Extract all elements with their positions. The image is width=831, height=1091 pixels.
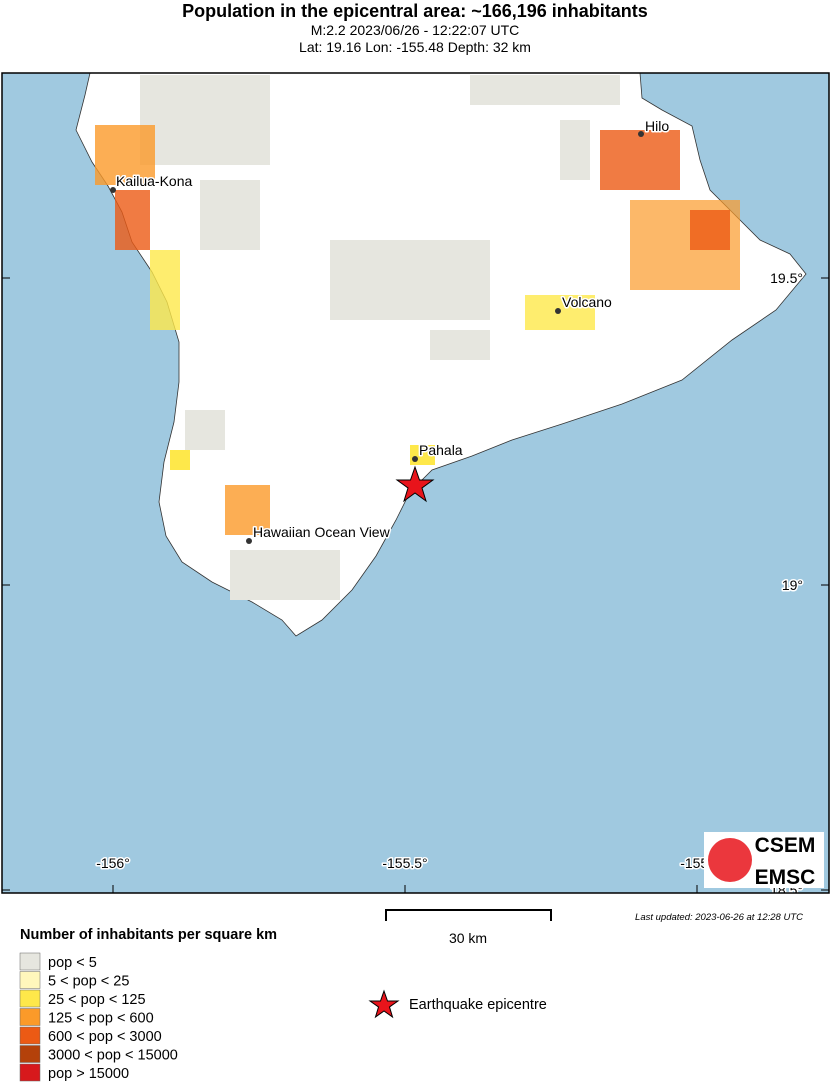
subtitle: Lat: 19.16 Lon: -155.48 Depth: 32 km bbox=[299, 39, 531, 55]
legend-title: Number of inhabitants per square km bbox=[20, 927, 277, 943]
place-dot bbox=[246, 538, 252, 544]
lat-label: 19.5° bbox=[770, 270, 803, 286]
place-dot bbox=[412, 456, 418, 462]
legend-swatch bbox=[19, 1008, 41, 1026]
legend-star bbox=[368, 989, 400, 1019]
title: Population in the epicentral area: ~166,… bbox=[182, 1, 648, 21]
graticule-ticks bbox=[2, 277, 829, 893]
legend-swatch bbox=[19, 971, 41, 989]
epicentre-star bbox=[395, 465, 435, 503]
legend-label: 3000 < pop < 15000 bbox=[48, 1048, 178, 1064]
legend-label: pop > 15000 bbox=[48, 1066, 129, 1082]
low-population bbox=[140, 75, 620, 600]
scale-bar bbox=[385, 909, 552, 921]
place-label: Volcano bbox=[562, 294, 612, 310]
scale-label: 30 km bbox=[449, 930, 487, 946]
legend: pop < 5 5 < pop < 25 25 < pop < 125 125 < p… bbox=[19, 952, 178, 1082]
legend-label: 5 < pop < 25 bbox=[48, 974, 129, 990]
map-area: Hilo Kailua-Kona Volcano Pahala Hawaiian Oce… bbox=[2, 73, 829, 893]
legend-swatch bbox=[19, 1026, 41, 1045]
logo-text: EMSC bbox=[755, 866, 816, 889]
place-dot bbox=[555, 308, 561, 314]
place-label: Kailua-Kona bbox=[116, 173, 192, 189]
lon-label: -155.5° bbox=[382, 855, 427, 871]
place-label: Pahala bbox=[419, 442, 463, 458]
legend-label: 125 < pop < 600 bbox=[48, 1011, 154, 1027]
last-updated: Last updated: 2023-06-26 at 12:28 UTC bbox=[635, 912, 803, 923]
legend-swatch bbox=[19, 952, 41, 971]
legend-label: 600 < pop < 3000 bbox=[48, 1029, 162, 1045]
places: Hilo Kailua-Kona Volcano Pahala Hawaiian Oce… bbox=[110, 117, 671, 544]
legend-label: 25 < pop < 125 bbox=[48, 992, 146, 1008]
lon-label: -156° bbox=[96, 855, 130, 871]
populated-areas bbox=[95, 125, 740, 535]
legend-label: Earthquake epicentre bbox=[409, 997, 547, 1013]
legend-swatch bbox=[19, 989, 41, 1008]
logo: CSEM EMSC bbox=[704, 832, 824, 889]
place-dot bbox=[110, 187, 116, 193]
place-dot bbox=[638, 131, 644, 137]
map-frame bbox=[1, 72, 830, 894]
place-label: Hawaiian Ocean View bbox=[253, 524, 391, 540]
legend-swatch bbox=[19, 1045, 41, 1063]
subtitle: M:2.2 2023/06/26 - 12:22:07 UTC bbox=[311, 22, 520, 38]
legend-label: pop < 5 bbox=[48, 955, 97, 971]
place-label: Hilo bbox=[645, 118, 669, 134]
logo-text: CSEM bbox=[755, 834, 816, 857]
lat-label: 19° bbox=[782, 577, 803, 593]
legend-swatch bbox=[19, 1063, 41, 1082]
